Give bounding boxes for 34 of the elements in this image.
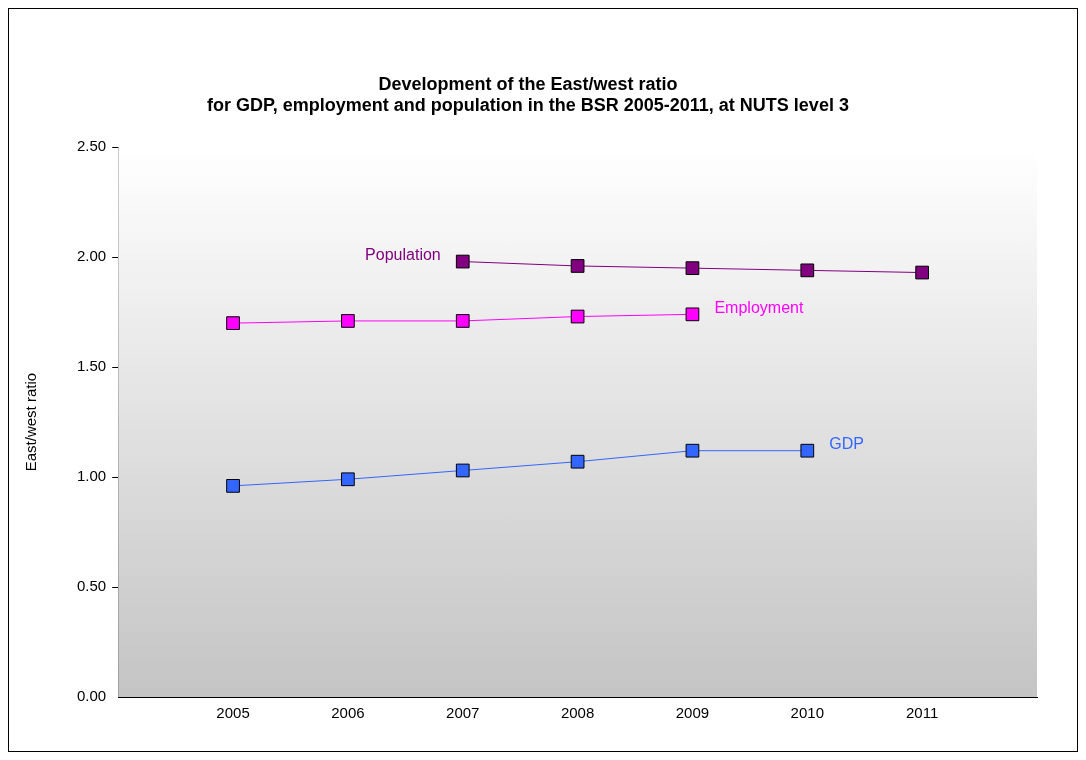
y-axis-title: East/west ratio [22,372,40,472]
series-label: Employment [714,298,804,316]
series-label: GDP [829,435,864,453]
point [800,263,815,278]
y-tick-label: 2.00 [76,247,107,265]
point [455,254,470,269]
chart-title: Development of the East/west ratio for GDP, employment and population in the BSR 2005-2011, at NUTS level 3 [207,73,849,116]
x-tick-label: 2011 [906,704,939,722]
y-tick-label: 0.00 [76,687,107,705]
point [915,265,930,280]
y-tick-label: 2.50 [76,137,107,155]
x-tick-label: 2010 [790,704,824,722]
x-tick-label: 2009 [675,704,710,722]
x-tick-label: 2005 [216,704,250,722]
point [800,443,815,458]
point [226,316,240,330]
point [570,259,585,273]
x-tick-label: 2006 [331,704,365,722]
x-tick-label: 2008 [560,704,595,722]
y-tick-label: 1.00 [76,467,107,485]
point [685,307,700,322]
point [455,314,470,328]
point [685,443,700,458]
series-label: Population [365,245,441,263]
point [455,463,470,478]
point [341,314,355,328]
point [341,472,355,487]
y-tick-label: 0.50 [76,577,107,595]
x-tick-label: 2007 [446,704,480,722]
point [570,454,585,469]
y-tick-label: 1.50 [76,357,107,375]
point [226,479,240,493]
point [570,309,585,324]
point [685,261,700,276]
